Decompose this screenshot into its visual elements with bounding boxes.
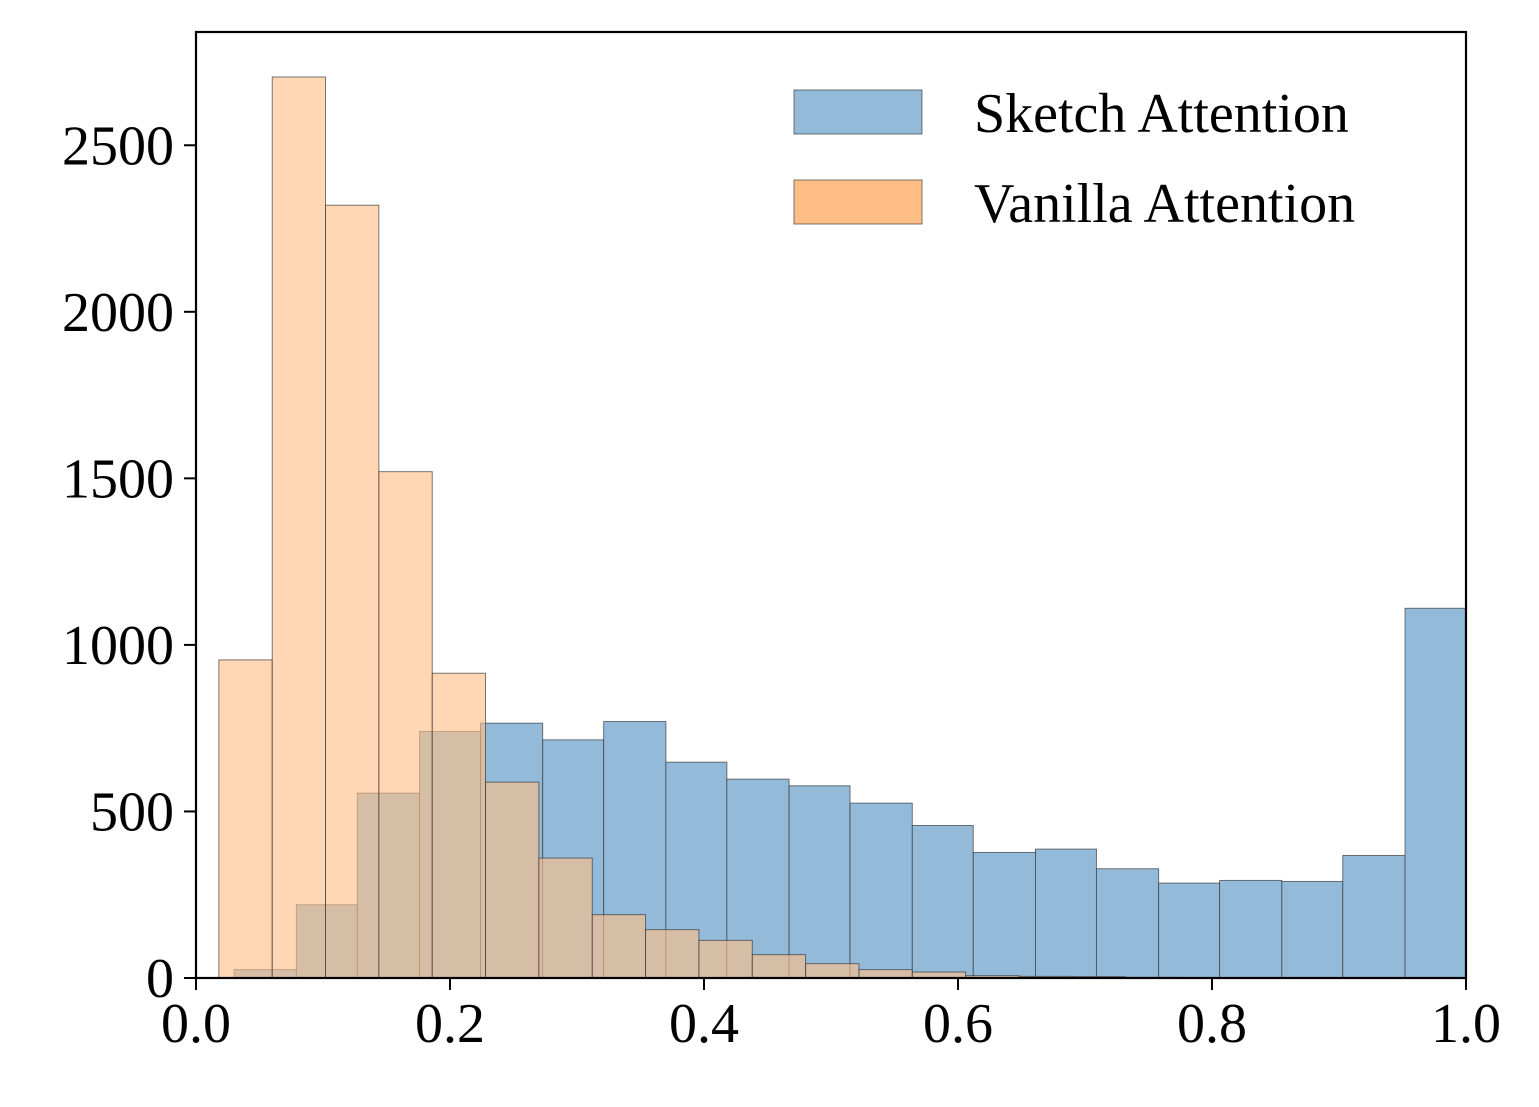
y-tick-label: 2000: [62, 282, 174, 344]
x-tick-label: 0.2: [415, 993, 485, 1055]
sketch-attention-bar: [1095, 868, 1160, 979]
x-tick-label: 0.6: [923, 993, 993, 1055]
vanilla-attention-bar: [378, 471, 433, 979]
x-tick-label: 1.0: [1431, 993, 1501, 1055]
legend: Sketch Attention Vanilla Attention: [793, 83, 1355, 235]
vanilla-attention-bar: [805, 963, 860, 979]
vanilla-attention-bar: [325, 204, 380, 979]
vanilla-attention-bar: [271, 76, 326, 979]
sketch-attention-bar: [1219, 879, 1283, 979]
vanilla-attention-bar: [645, 929, 700, 979]
y-tick-label: 0: [146, 948, 174, 1010]
vanilla-attention-bar: [431, 672, 487, 979]
vanilla-attention-bar: [751, 954, 807, 979]
axes-frame: [194, 30, 1468, 980]
vanilla-attention-bar: [858, 969, 913, 979]
legend-label-vanilla-attention: Vanilla Attention: [974, 173, 1355, 235]
vanilla-attention-bar: [698, 939, 753, 979]
sketch-attention-bar: [1342, 854, 1406, 979]
vanilla-attention-bar: [538, 857, 593, 979]
y-tick-label: 2500: [62, 115, 174, 177]
sketch-attention-bar: [788, 785, 851, 979]
vanilla-attention-bar: [218, 659, 273, 979]
x-tick-label: 0.8: [1177, 993, 1247, 1055]
bars-layer: [218, 76, 1467, 979]
sketch-attention-bar: [1035, 848, 1097, 979]
legend-swatch-sketch-attention: [793, 89, 923, 135]
y-tick-label: 1000: [62, 615, 174, 677]
legend-label-sketch-attention: Sketch Attention: [974, 83, 1349, 145]
y-tick-label: 500: [90, 781, 174, 843]
legend-swatch-vanilla-attention: [793, 179, 923, 225]
x-tick-label: 0.4: [669, 993, 739, 1055]
sketch-attention-bar: [1281, 880, 1344, 979]
ticks-layer: 0.0 0.2 0.4 0.6 0.8 1.0 0 500 1000 1500 2000 2500: [62, 115, 1501, 1055]
sketch-attention-bar: [849, 802, 913, 979]
sketch-attention-bar: [1158, 882, 1221, 979]
vanilla-attention-bar: [485, 781, 540, 979]
x-tick-label: 0.0: [161, 993, 231, 1055]
y-tick-label: 1500: [62, 448, 174, 510]
sketch-attention-bar: [1404, 607, 1467, 979]
vanilla-attention-bar: [591, 914, 647, 979]
sketch-attention-bar: [972, 851, 1036, 979]
sketch-attention-bar: [911, 824, 974, 979]
